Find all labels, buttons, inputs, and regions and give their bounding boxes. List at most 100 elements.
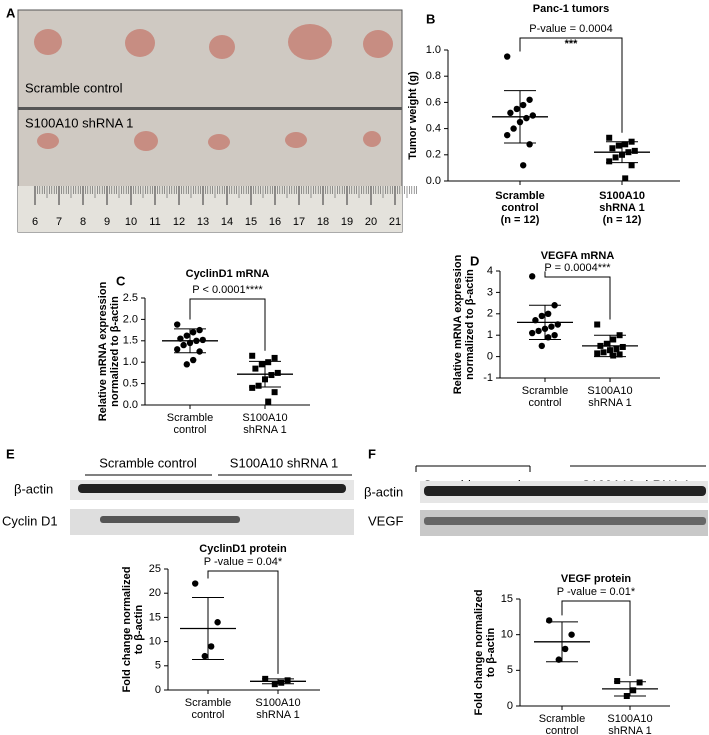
y-axis-label: to β-actin [485,627,497,677]
y-tick-label: 0 [487,351,493,363]
x-tick-label: shRNA 1 [599,202,644,214]
y-tick-label: 15 [501,593,513,605]
data-point [622,175,629,182]
y-tick-label: 10 [501,629,513,641]
ruler-label: 16 [269,216,281,228]
panel-letter: B [426,11,435,26]
x-tick-label: shRNA 1 [256,709,299,721]
x-tick-label: control [545,725,578,735]
data-point [529,273,536,280]
y-tick-label: 0 [155,684,161,696]
data-point [174,346,181,353]
annotation: P -value = 0.04* [204,556,283,568]
data-point [208,643,215,650]
blot-row-label: Cyclin D1 [2,513,58,528]
data-point [520,101,527,109]
y-tick-label: 0.0 [123,399,138,411]
ruler-label: 6 [32,216,38,228]
data-point [630,687,637,694]
y-tick-label: 0.2 [426,149,441,161]
data-point [271,354,278,361]
y-axis-label: Tumor weight (g) [407,71,419,160]
x-tick-label: S100A10 [607,713,652,725]
ruler-label: 9 [104,216,110,228]
y-tick-label: 25 [149,563,161,575]
y-tick-label: 15 [149,611,161,623]
y-tick-label: 1.0 [123,356,138,368]
x-tick-label: Scramble [495,190,545,202]
data-point [548,323,555,330]
data-point [523,114,530,122]
ruler-label: 13 [197,216,209,228]
data-point [268,372,275,379]
x-tick-label: control [501,202,538,214]
y-axis-label: Relative mRNA expression [452,254,464,394]
panel-letter: C [116,273,126,288]
ruler-label: 20 [365,216,377,228]
data-point [538,312,545,320]
y-tick-label: 0 [507,700,513,712]
data-point [265,359,272,366]
data-point [616,351,623,358]
data-point [614,678,621,685]
data-point [555,656,562,663]
data-point [510,125,517,132]
y-tick-label: 0.0 [426,175,441,187]
y-axis-label: Fold change normalized [473,590,485,716]
data-point [562,645,569,653]
x-tick-label: S100A10 [599,190,645,202]
data-point [271,389,278,396]
ruler-label: 15 [245,216,257,228]
x-tick-label: Scramble [185,697,231,709]
x-tick-label: control [173,424,206,436]
data-point [174,321,181,328]
x-tick-label: (n = 12) [603,214,642,226]
data-point [538,342,545,350]
y-tick-label: 1.0 [426,44,441,56]
significance-bracket [189,298,266,351]
data-point [196,348,203,355]
x-tick-label: Scramble [539,713,585,725]
x-tick-label: shRNA 1 [608,725,651,735]
data-point [551,332,558,339]
data-point [513,105,520,113]
data-point [636,679,643,686]
data-point [594,350,601,357]
data-point [214,619,221,626]
data-point [526,96,533,103]
tumors [34,24,393,151]
y-tick-label: 0.5 [123,378,138,390]
data-point [504,53,511,60]
data-point [504,131,511,139]
y-tick-label: 10 [149,636,161,648]
data-point [631,147,638,154]
data-point [622,141,629,148]
annotation: P -value = 0.01* [557,586,636,598]
chart-title: VEGFA mRNA [541,250,615,262]
data-point [190,356,197,364]
data-point [619,343,626,350]
x-tick-label: control [191,709,224,721]
data-point [201,652,208,660]
y-tick-label: 0.8 [426,70,441,82]
chart-title: VEGF protein [561,573,632,585]
panel-letter: A [6,5,16,20]
data-point [545,310,552,317]
data-point [258,361,265,368]
data-point [529,329,536,337]
x-tick-label: Scramble [167,412,213,424]
data-point [613,346,620,353]
band [100,516,240,523]
significance-bracket [207,570,279,674]
y-tick-label: -1 [483,372,493,384]
y-tick-label: 0.6 [426,96,441,108]
x-tick-label: Scramble [522,385,568,397]
data-point [568,631,575,638]
chart: VEGF protein 0 5 10 15 Fold change normalized… [473,573,670,735]
data-point [274,369,281,376]
chart: C CyclinD1 mRNA 0.0 0.5 1.0 1.5 2.0 2.5 Relative… [97,268,310,436]
x-tick-label: (n = 12) [501,214,540,226]
significance-bracket [561,600,631,677]
data-point [249,384,256,391]
